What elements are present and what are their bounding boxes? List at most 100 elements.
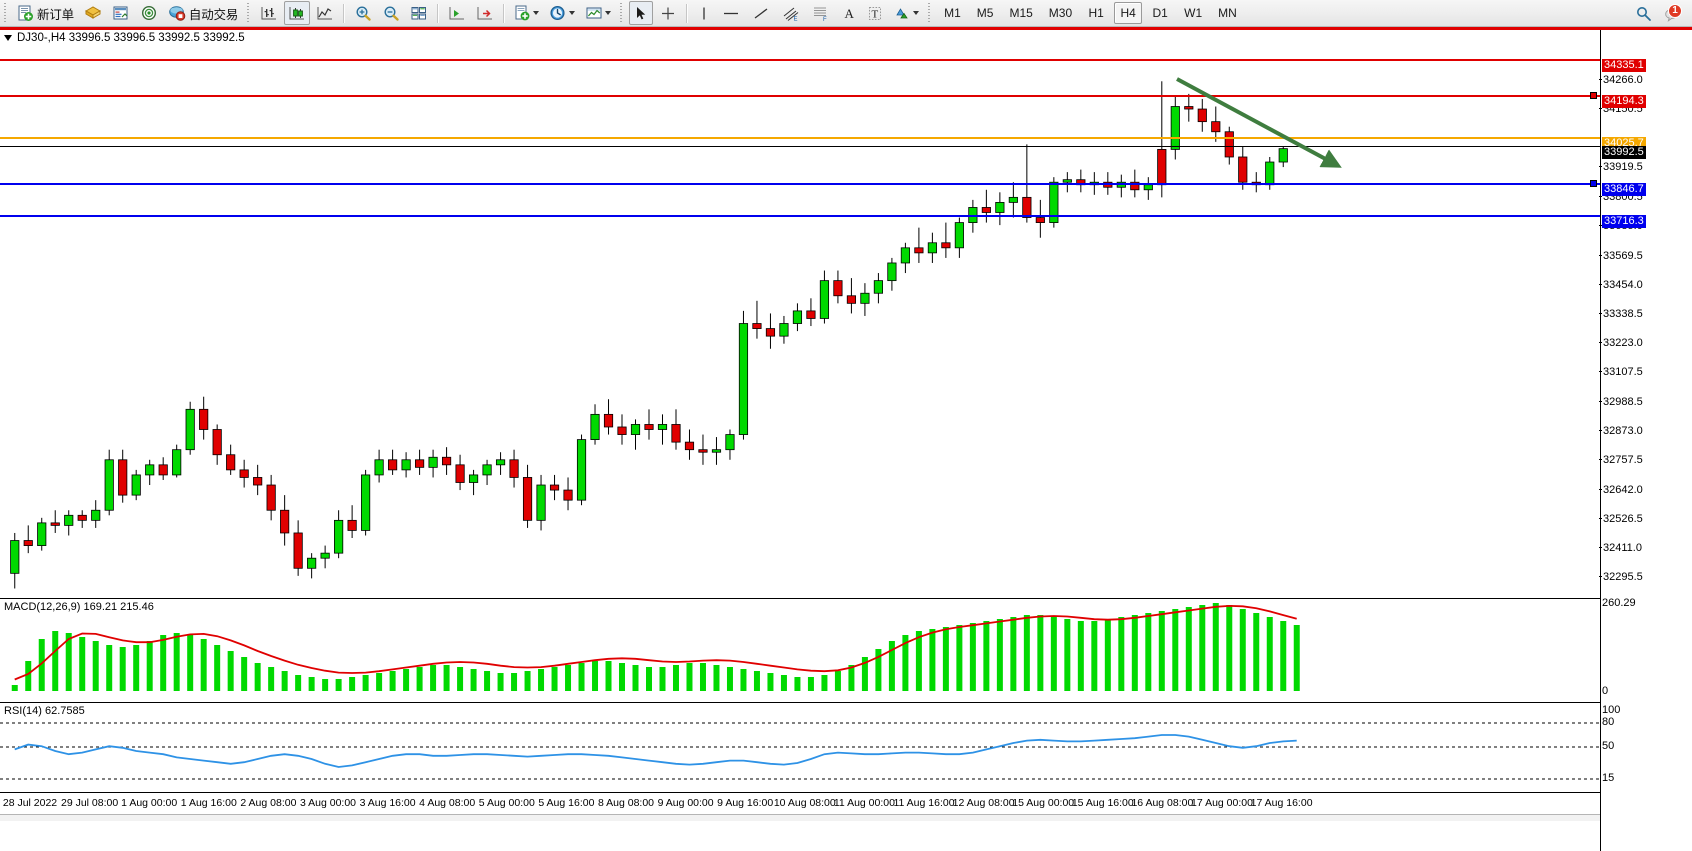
macd-histogram-bar — [1037, 615, 1044, 691]
chart-scrollbar[interactable] — [0, 814, 1600, 821]
timeframe-button-m5[interactable]: M5 — [976, 6, 994, 20]
toolbar-grip-2[interactable] — [246, 3, 253, 23]
shapes-button[interactable] — [889, 1, 923, 25]
toolbar-grip-4[interactable] — [927, 3, 934, 23]
search-button[interactable] — [1631, 2, 1657, 26]
macd-histogram-bar — [497, 673, 504, 691]
toolbar-separator-4 — [686, 3, 689, 23]
timeframe-button-h1[interactable]: H1 — [1088, 6, 1104, 20]
trendline-button[interactable] — [747, 1, 775, 25]
candle-body — [1278, 148, 1288, 163]
rsi-indicator-panel[interactable]: RSI(14) 62.7585 — [0, 702, 1600, 791]
zoom-out-button[interactable] — [378, 1, 404, 25]
price-level-line-33846.7[interactable] — [0, 182, 1600, 185]
price-tick-mark — [1599, 78, 1602, 80]
equidistant-channel-button[interactable]: E — [777, 1, 805, 25]
line-chart-button[interactable] — [312, 1, 338, 25]
cursor-button[interactable] — [629, 1, 654, 25]
price-level-line-33992.5[interactable] — [0, 145, 1600, 147]
auto-trading-button[interactable]: 自动交易 — [164, 1, 242, 25]
text-button[interactable]: A — [837, 1, 861, 25]
line-drag-handle-34194.3[interactable] — [1590, 91, 1597, 99]
candle-body — [833, 280, 843, 297]
timeframe-button-mn[interactable]: MN — [1218, 6, 1237, 20]
timeframe-button-w1[interactable]: W1 — [1184, 6, 1203, 20]
timeframe-button-m15[interactable]: M15 — [1009, 6, 1033, 20]
toolbar-grip-3[interactable] — [619, 3, 626, 23]
chart-shift-button[interactable] — [444, 1, 470, 25]
zoom-out-icon — [384, 5, 399, 21]
notifications-button[interactable]: 1 — [1659, 2, 1685, 26]
down-trend-arrow-annotation[interactable] — [1165, 67, 1425, 207]
periods-caret-icon[interactable] — [569, 11, 576, 15]
fibonacci-button[interactable]: F — [807, 1, 835, 25]
vertical-line-button[interactable] — [693, 1, 715, 25]
notification-badge: 1 — [1668, 3, 1682, 18]
indicators-button[interactable] — [510, 1, 543, 25]
line-drag-handle-33846.7[interactable] — [1590, 179, 1597, 187]
zoom-in-button[interactable] — [350, 1, 376, 25]
chart-window[interactable]: DJ30-,H4 33996.5 33996.5 33992.5 33992.5… — [0, 27, 1692, 851]
templates-caret-icon[interactable] — [605, 11, 612, 15]
candle-body — [765, 328, 776, 337]
macd-histogram-bar — [902, 635, 909, 691]
market-watch-button[interactable] — [108, 1, 134, 25]
auto-scroll-button[interactable] — [472, 1, 498, 25]
macd-histogram-bar — [295, 675, 302, 691]
date-axis[interactable]: 28 Jul 2022 29 Jul 08:00 1 Aug 00:00 1 Aug … — [0, 792, 1600, 814]
candle-body — [64, 514, 74, 526]
crosshair-button[interactable] — [655, 1, 681, 25]
macd-histogram-bar — [254, 663, 261, 691]
indicators-caret-icon[interactable] — [533, 11, 540, 15]
horizontal-line-button[interactable] — [717, 1, 745, 25]
crosshair-icon — [662, 7, 675, 19]
macd-histogram-bar — [25, 661, 32, 691]
templates-button[interactable] — [581, 1, 615, 25]
price-level-line-33716.3[interactable] — [0, 215, 1600, 218]
chart-menu-triangle-icon[interactable] — [4, 35, 12, 41]
macd-histogram-bar — [65, 633, 72, 691]
macd-histogram-bar — [227, 651, 234, 691]
price-label-33846.7[interactable]: 33846.7 — [1602, 182, 1646, 196]
date-tick: 15 Aug 00:00 — [1012, 797, 1075, 809]
price-tick-mark — [1599, 196, 1602, 198]
macd-histogram-bar — [106, 645, 113, 691]
toolbar-separator-3 — [503, 3, 506, 23]
tile-windows-button[interactable] — [406, 1, 432, 25]
price-axis[interactable]: 34266.034150.533919.533800.533685.033569… — [1599, 30, 1692, 851]
date-tick: 2 Aug 08:00 — [240, 797, 297, 809]
candle-body — [995, 202, 1005, 213]
macd-indicator-panel[interactable]: MACD(12,26,9) 169.21 215.46 — [0, 598, 1600, 695]
candle-body — [684, 441, 695, 451]
price-label-34335.1[interactable]: 34335.1 — [1602, 59, 1646, 73]
macd-histogram-bar — [200, 639, 207, 691]
candle-body — [1008, 196, 1018, 203]
shapes-caret-icon[interactable] — [913, 11, 920, 15]
price-label-34194.3[interactable]: 34194.3 — [1602, 94, 1646, 108]
macd-histogram-bar — [214, 645, 221, 691]
timeframe-button-h4[interactable]: H4 — [1114, 2, 1143, 24]
candlestick-chart-button[interactable] — [284, 1, 311, 25]
price-level-line-34194.3[interactable] — [0, 94, 1600, 97]
macd-histogram-bar — [1023, 615, 1030, 691]
navigator-button[interactable] — [136, 1, 162, 25]
candle-body — [455, 464, 465, 483]
price-label-33992.5[interactable]: 33992.5 — [1602, 145, 1646, 159]
periods-button[interactable] — [545, 1, 579, 25]
timeframe-button-m1[interactable]: M1 — [944, 6, 961, 20]
macd-histogram-bar — [173, 633, 180, 691]
macd-histogram-bar — [281, 671, 288, 691]
price-level-line-34025.7[interactable] — [0, 137, 1600, 140]
profile-button[interactable] — [80, 1, 106, 25]
candle-body — [468, 474, 479, 483]
price-tick: 34150.5 — [1599, 103, 1643, 115]
new-order-button[interactable]: 新订单 — [13, 1, 78, 25]
price-label-33716.3[interactable]: 33716.3 — [1602, 215, 1646, 229]
text-label-button[interactable]: T — [863, 1, 887, 25]
toolbar-grip-1[interactable] — [3, 3, 9, 23]
timeframe-button-d1[interactable]: D1 — [1152, 6, 1168, 20]
price-level-line-34335.1[interactable] — [0, 59, 1600, 62]
toolbar-right-group: 1 — [1630, 0, 1686, 27]
timeframe-button-m30[interactable]: M30 — [1048, 6, 1073, 20]
bar-chart-button[interactable] — [256, 1, 282, 25]
